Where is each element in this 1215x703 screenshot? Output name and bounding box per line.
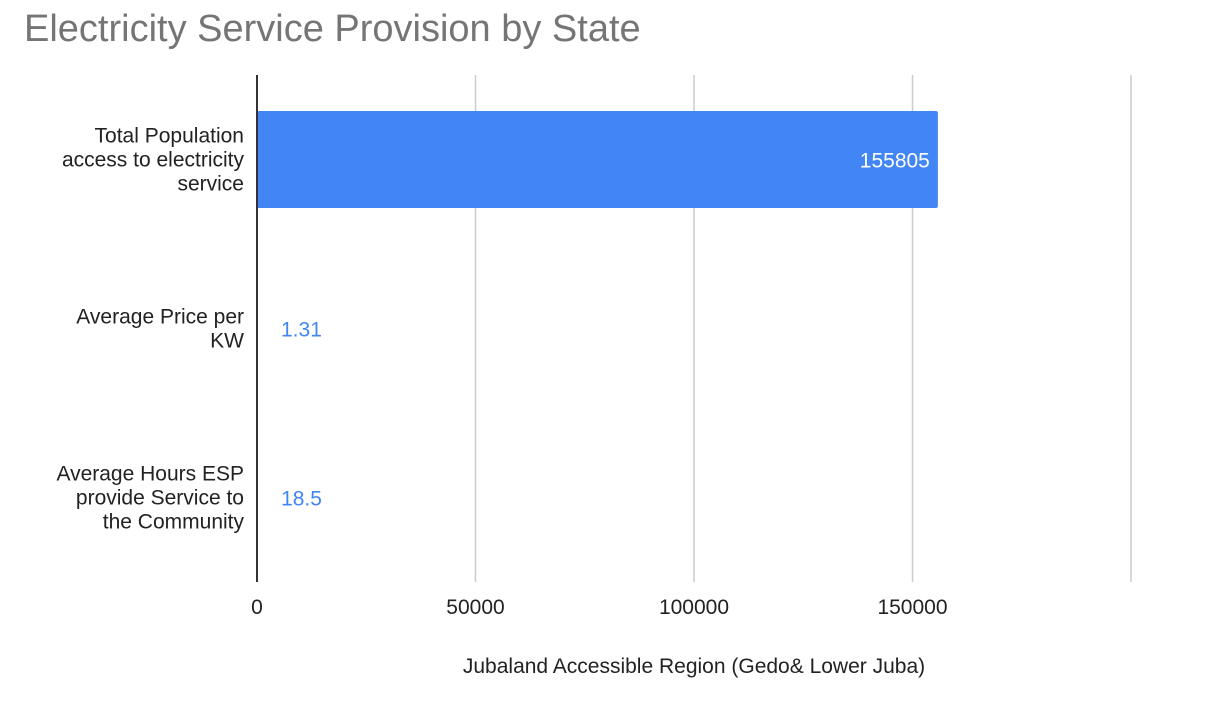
bar-0: [257, 111, 938, 208]
data-labels: 155805 1.31 18.5: [281, 150, 930, 511]
x-axis-title: Jubaland Accessible Region (Gedo& Lower …: [463, 655, 925, 678]
category-label-2: Average Hours ESP provide Service to the C…: [56, 463, 244, 534]
chart-title: Electricity Service Provision by State: [24, 8, 641, 50]
x-tick-label-0: 0: [251, 596, 263, 619]
category-label-1: Average Price per KW: [76, 306, 244, 353]
data-label-0: 155805: [860, 150, 930, 173]
x-tick-label-3: 150000: [877, 596, 947, 619]
x-tick-labels: 0 50000 100000 150000: [251, 596, 947, 619]
data-label-1: 1.31: [281, 319, 322, 342]
data-label-2: 18.5: [281, 488, 322, 511]
category-label-0: Total Population access to electricity ser…: [62, 125, 245, 196]
x-tick-label-2: 100000: [659, 596, 729, 619]
x-tick-label-1: 50000: [446, 596, 504, 619]
bars: [257, 111, 938, 546]
category-labels: Total Population access to electricity ser…: [56, 125, 244, 534]
